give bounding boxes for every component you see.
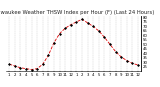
Title: Milwaukee Weather THSW Index per Hour (F) (Last 24 Hours): Milwaukee Weather THSW Index per Hour (F… <box>0 10 154 15</box>
